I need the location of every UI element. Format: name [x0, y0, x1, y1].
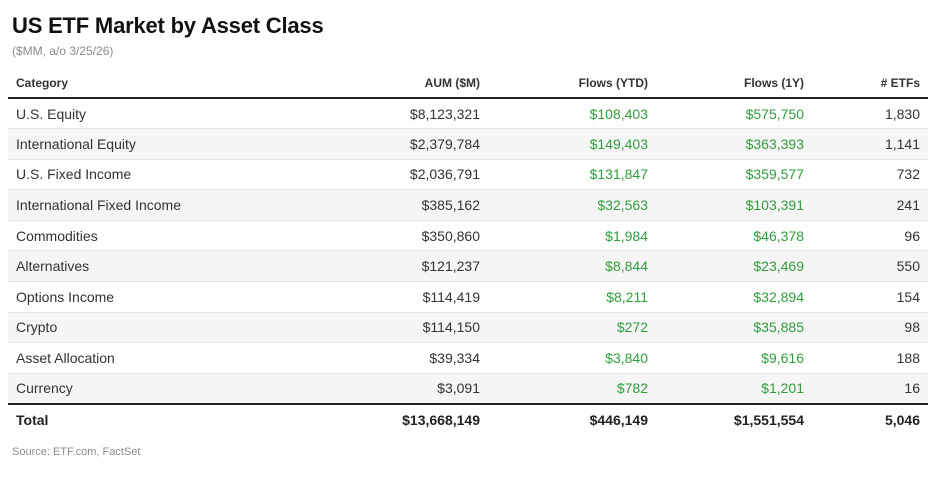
cell-flows-ytd: $8,211 — [488, 281, 656, 313]
cell-etf-count: 16 — [812, 373, 928, 405]
cell-aum: $114,419 — [278, 281, 488, 313]
table-row: Currency $3,091 $782 $1,201 16 — [8, 373, 928, 405]
column-header-etf-count: # ETFs — [812, 69, 928, 99]
cell-etf-count: 154 — [812, 281, 928, 313]
page-subtitle: ($MM, a/o 3/25/26) — [12, 44, 114, 58]
table-footer: Total $13,668,149 $446,149 $1,551,554 5,… — [8, 404, 928, 435]
cell-flows-1y: $46,378 — [656, 220, 812, 252]
cell-category: U.S. Fixed Income — [8, 159, 278, 191]
cell-aum: $2,036,791 — [278, 159, 488, 191]
cell-category: Commodities — [8, 220, 278, 252]
table-row: International Equity $2,379,784 $149,403 $3… — [8, 128, 928, 160]
cell-flows-ytd: $272 — [488, 312, 656, 344]
column-header-flows-ytd: Flows (YTD) — [488, 69, 656, 99]
cell-flows-ytd: $782 — [488, 373, 656, 405]
cell-category: Asset Allocation — [8, 342, 278, 374]
cell-etf-count: 98 — [812, 312, 928, 344]
cell-flows-1y: $9,616 — [656, 342, 812, 374]
cell-flows-ytd: $1,984 — [488, 220, 656, 252]
cell-flows-ytd: $8,844 — [488, 250, 656, 283]
total-label: Total — [16, 411, 49, 428]
table-row: International Fixed Income $385,162 $32,56… — [8, 189, 928, 221]
total-flows-ytd: $446,149 — [589, 411, 648, 428]
source-note: Source: ETF.com, FactSet — [12, 446, 141, 458]
column-header-category: Category — [8, 69, 278, 99]
table-row: Options Income $114,419 $8,211 $32,894 154 — [8, 281, 928, 313]
total-etf-count: 5,046 — [884, 411, 920, 428]
cell-aum: $2,379,784 — [278, 128, 488, 160]
cell-etf-count: 96 — [812, 220, 928, 252]
header-row: Category AUM ($M) Flows (YTD) Flows (1Y)… — [8, 69, 928, 99]
cell-flows-1y: $35,885 — [656, 312, 812, 344]
cell-category: Currency — [8, 373, 278, 405]
cell-flows-ytd: $108,403 — [488, 98, 656, 130]
cell-etf-count: 188 — [812, 342, 928, 374]
total-flows-1y: $1,551,554 — [733, 411, 804, 428]
cell-category: U.S. Equity — [8, 98, 278, 130]
cell-aum: $114,150 — [278, 312, 488, 344]
cell-category: Options Income — [8, 281, 278, 313]
cell-aum: $3,091 — [278, 373, 488, 405]
cell-aum: $350,860 — [278, 220, 488, 252]
table-row: Crypto $114,150 $272 $35,885 98 — [8, 312, 928, 344]
cell-flows-1y: $32,894 — [656, 281, 812, 313]
table-body: U.S. Equity $8,123,321 $108,403 $575,750 1,8… — [8, 98, 928, 405]
total-row: Total $13,668,149 $446,149 $1,551,554 5,… — [8, 404, 928, 435]
etf-asset-class-table: Category AUM ($M) Flows (YTD) Flows (1Y)… — [8, 69, 928, 435]
total-aum: $13,668,149 — [402, 411, 480, 428]
cell-etf-count: 1,830 — [812, 98, 928, 130]
cell-aum: $39,334 — [278, 342, 488, 374]
table-row: U.S. Equity $8,123,321 $108,403 $575,750 1,8… — [8, 98, 928, 130]
cell-category: Crypto — [8, 312, 278, 344]
cell-etf-count: 241 — [812, 189, 928, 221]
cell-flows-ytd: $3,840 — [488, 342, 656, 374]
cell-flows-ytd: $149,403 — [488, 128, 656, 160]
cell-flows-1y: $363,393 — [656, 128, 812, 160]
cell-aum: $385,162 — [278, 189, 488, 221]
cell-etf-count: 550 — [812, 250, 928, 283]
cell-flows-ytd: $32,563 — [488, 189, 656, 221]
cell-flows-1y: $23,469 — [656, 250, 812, 283]
cell-category: International Equity — [8, 128, 278, 160]
cell-flows-1y: $103,391 — [656, 189, 812, 221]
cell-flows-1y: $1,201 — [656, 373, 812, 405]
page-title: US ETF Market by Asset Class — [12, 13, 324, 38]
table-header: Category AUM ($M) Flows (YTD) Flows (1Y)… — [8, 69, 928, 99]
cell-etf-count: 1,141 — [812, 128, 928, 160]
cell-flows-1y: $359,577 — [656, 159, 812, 191]
cell-aum: $121,237 — [278, 250, 488, 283]
cell-flows-ytd: $131,847 — [488, 159, 656, 191]
table-row: Alternatives $121,237 $8,844 $23,469 550 — [8, 250, 928, 283]
column-header-flows-1y: Flows (1Y) — [656, 69, 812, 99]
cell-category: International Fixed Income — [8, 189, 278, 221]
cell-category: Alternatives — [8, 250, 278, 283]
table-row: U.S. Fixed Income $2,036,791 $131,847 $359,… — [8, 159, 928, 191]
cell-flows-1y: $575,750 — [656, 98, 812, 130]
cell-aum: $8,123,321 — [278, 98, 488, 130]
table-row: Commodities $350,860 $1,984 $46,378 96 — [8, 220, 928, 252]
cell-etf-count: 732 — [812, 159, 928, 191]
column-header-aum: AUM ($M) — [278, 69, 488, 99]
table-row: Asset Allocation $39,334 $3,840 $9,616 188 — [8, 342, 928, 374]
